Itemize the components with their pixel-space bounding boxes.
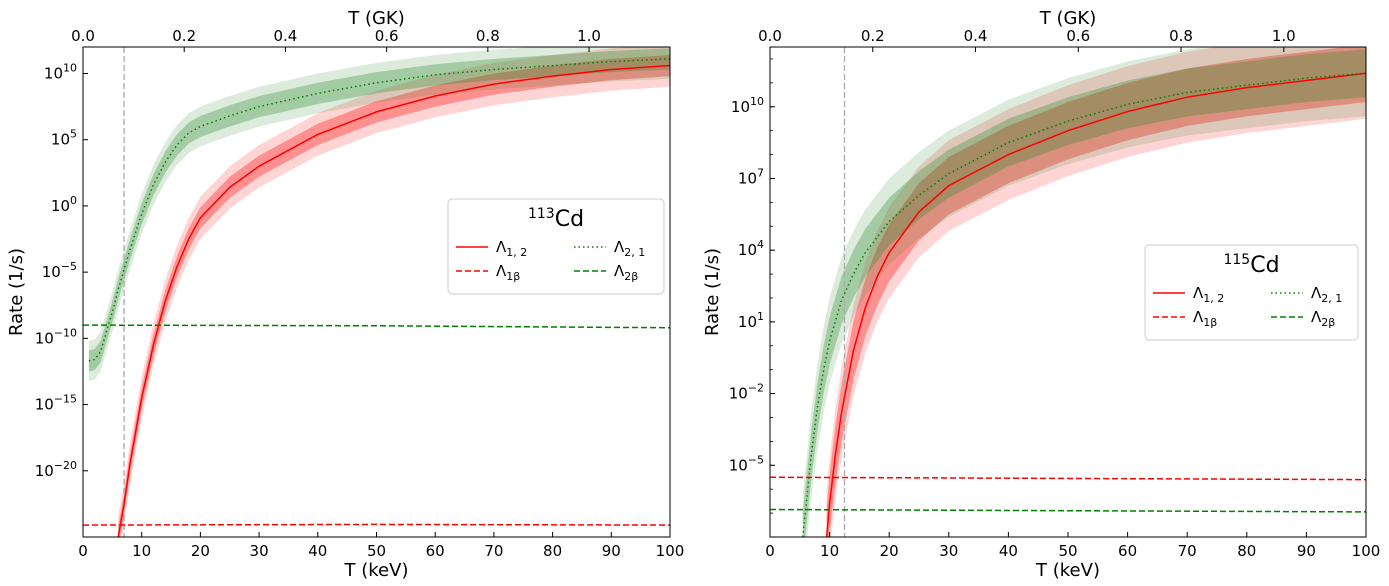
x-tick-label: 70	[484, 542, 503, 560]
secondary-x-tick-label: 0.2	[861, 27, 885, 45]
x-tick-label: 20	[880, 542, 899, 560]
x-tick-label: 60	[1118, 542, 1137, 560]
x-tick-label: 20	[191, 542, 210, 560]
secondary-x-tick-label: 1.0	[577, 27, 601, 45]
series-band	[826, 47, 1366, 537]
x-tick-label: 0	[78, 542, 88, 560]
series-line	[770, 508, 1366, 513]
series-band	[802, 49, 1366, 537]
series-band	[88, 47, 670, 381]
secondary-x-tick-label: 0.6	[1066, 27, 1090, 45]
secondary-x-tick-label: 0.6	[375, 27, 399, 45]
x-tick-label: 50	[1058, 542, 1077, 560]
secondary-x-axis-label: T (GK)	[347, 8, 405, 29]
legend-title: 115Cd	[1223, 252, 1279, 278]
plot-area	[770, 47, 1366, 537]
legend-box	[447, 198, 665, 295]
plot-area	[83, 47, 670, 537]
y-axis-label: Rate (1/s)	[6, 248, 27, 336]
x-tick-label: 90	[1297, 542, 1316, 560]
series-band	[118, 47, 670, 537]
series-band	[802, 47, 1366, 537]
series-line	[83, 324, 670, 329]
x-tick-label: 50	[367, 542, 386, 560]
y-axis-label: Rate (1/s)	[702, 248, 723, 336]
series-line	[83, 523, 670, 526]
legend-box	[1144, 244, 1359, 341]
x-tick-label: 40	[999, 542, 1018, 560]
x-tick-label: 100	[656, 542, 685, 560]
x-tick-label: 30	[939, 542, 958, 560]
legend-title: 113Cd	[528, 206, 584, 232]
secondary-x-axis-label: T (GK)	[1039, 8, 1097, 29]
chart-panel-115cd: 0 10 20 30 40 50 60 70 80 90 100 0.0 0.2 0.4 0.6 0.8 1.0…	[702, 8, 1381, 581]
series-line	[117, 64, 670, 537]
series-band	[826, 47, 1366, 537]
secondary-x-tick-label: 0.0	[71, 27, 95, 45]
x-axis-label: T (keV)	[1035, 560, 1100, 581]
series-line	[88, 58, 670, 362]
x-axis-label: T (keV)	[344, 560, 409, 581]
x-tick-label: 30	[250, 542, 269, 560]
x-tick-label: 40	[308, 542, 327, 560]
series-line	[770, 476, 1366, 481]
secondary-x-tick-label: 0.4	[964, 27, 988, 45]
x-tick-label: 0	[765, 542, 775, 560]
secondary-x-tick-label: 0.8	[1169, 27, 1193, 45]
secondary-x-tick-label: 0.8	[476, 27, 500, 45]
series-line	[825, 72, 1366, 537]
x-tick-label: 80	[543, 542, 562, 560]
x-tick-label: 10	[820, 542, 839, 560]
secondary-x-tick-label: 1.0	[1272, 27, 1296, 45]
x-tick-label: 100	[1352, 542, 1381, 560]
x-tick-label: 10	[132, 542, 151, 560]
x-tick-label: 90	[602, 542, 621, 560]
series-line	[802, 72, 1366, 537]
x-tick-label: 70	[1178, 542, 1197, 560]
x-tick-label: 60	[426, 542, 445, 560]
x-tick-label: 80	[1237, 542, 1256, 560]
secondary-x-tick-label: 0.4	[273, 27, 297, 45]
secondary-x-tick-label: 0.2	[172, 27, 196, 45]
secondary-x-tick-label: 0.0	[758, 27, 782, 45]
series-band	[118, 54, 670, 537]
